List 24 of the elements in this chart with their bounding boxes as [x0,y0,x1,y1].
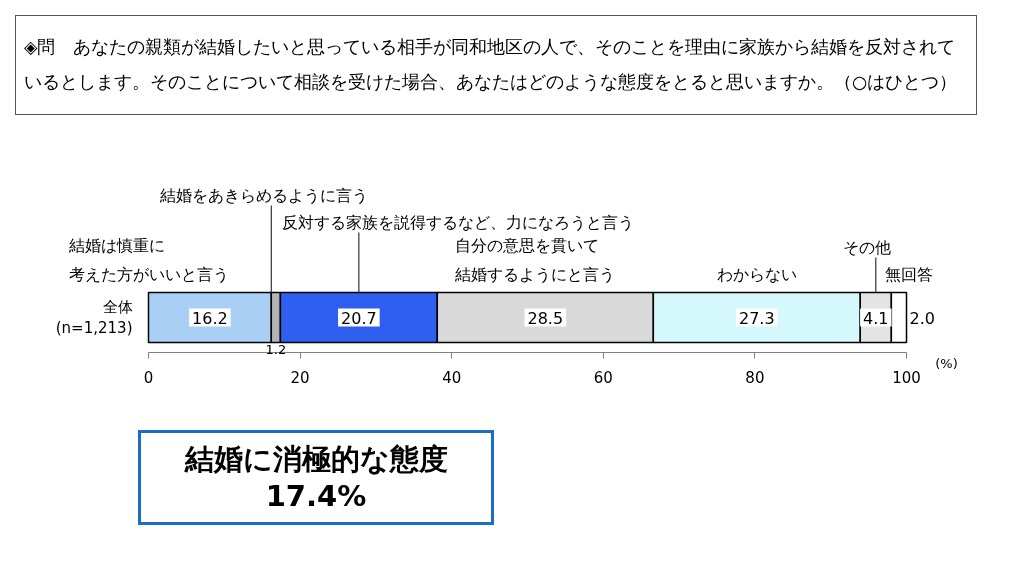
data-label: 16.2 [192,308,228,328]
data-label: 28.5 [527,308,564,328]
x-tick-label: 60 [593,368,613,387]
y-tick-label: 全体 (n=1,213) [55,297,133,338]
x-tick-label: 100 [892,368,921,387]
text: 結婚に消極的な態度 17.4% [184,441,448,515]
series-label: 無回答 [884,264,933,284]
series-label: 自分の意思を貫いて結婚するようにと言う [454,236,616,284]
x-tick-label: 80 [745,368,765,387]
series-label: 結婚は慎重に考えた方がいいと言う [67,236,229,284]
x-tick-label: 20 [290,368,310,387]
x-axis-title: (%) [935,355,958,371]
chart-title: ◈問 あなたの親類が結婚したいと思っている相手が同和地区の人で、そのことを理由に家族から結婚を反対されているとします。そのことについて相談を受けた場合、あなたはどのような態度をとると思いますか。（○はひとつ） [24,36,959,94]
x-tick-label: 40 [442,368,462,387]
text: 反対する家族を説得するなど、力になろうと言う [282,212,635,232]
x-tick-label: 0 [143,368,154,387]
data-label: 27.3 [738,308,775,328]
series-label: わからない [716,264,797,284]
text: その他 [842,237,891,257]
text: 結婚をあきらめるように言う [159,185,369,205]
data-label: 1.2 [265,341,287,357]
data-label: 4.1 [863,308,889,328]
data-label: 2.0 [909,308,935,328]
data-label: 20.7 [341,308,377,328]
